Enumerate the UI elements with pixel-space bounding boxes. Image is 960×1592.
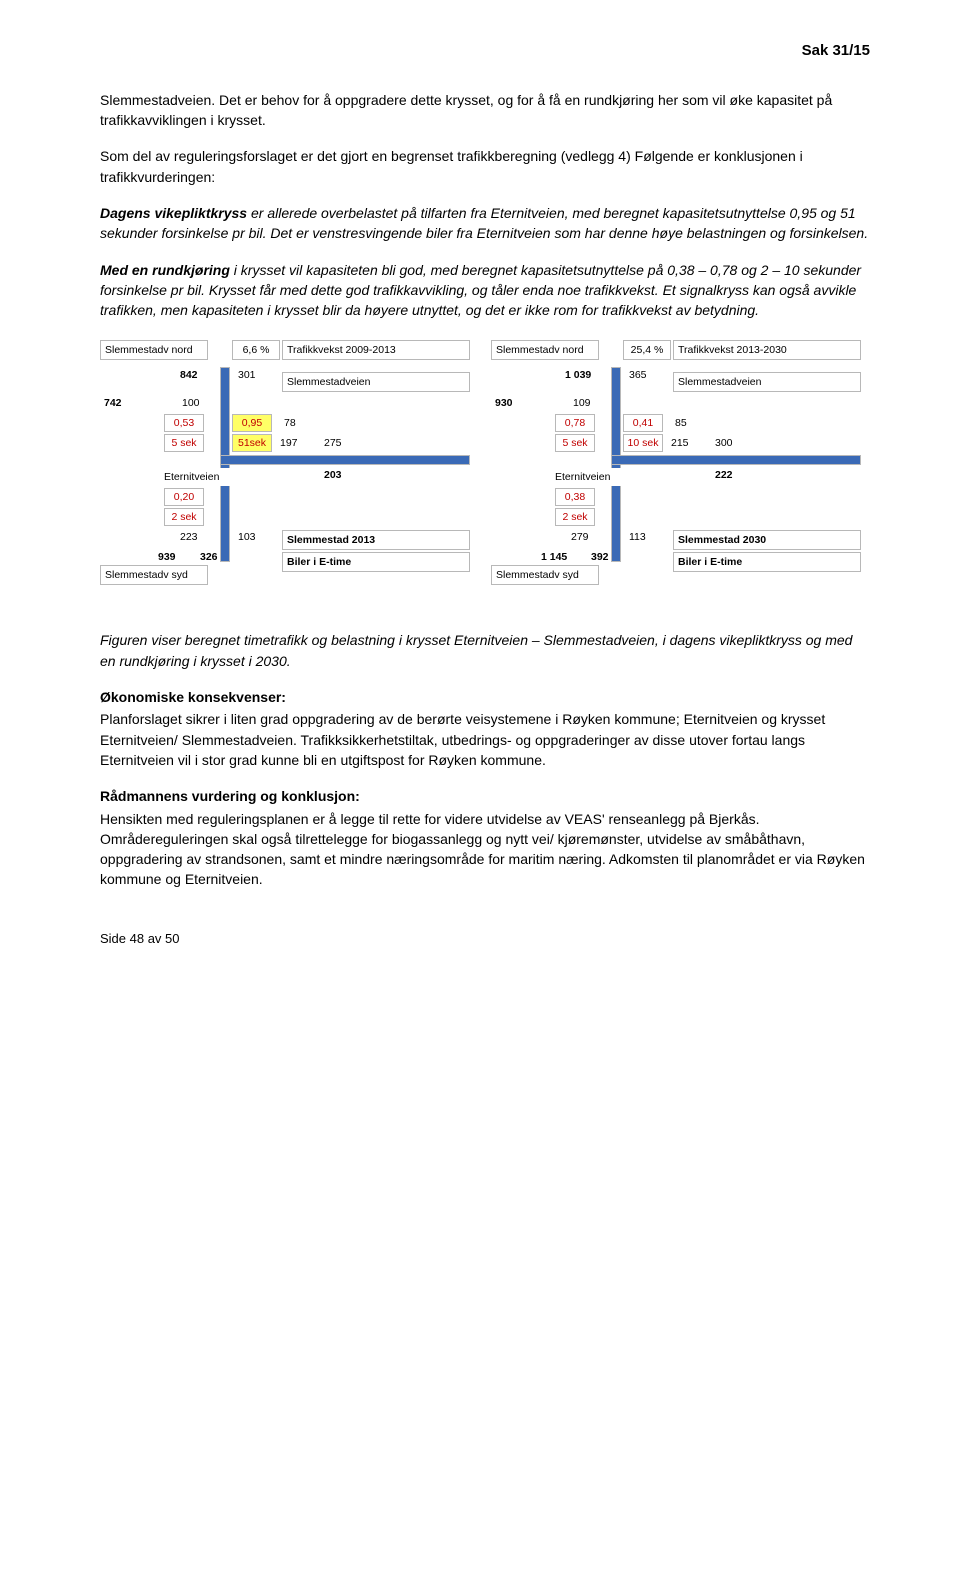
r2-a: 78 (284, 416, 296, 431)
r2-sek: 51sek (232, 434, 272, 452)
economic-section: Økonomiske konsekvenser: Planforslaget s… (100, 687, 870, 770)
econ-heading: Økonomiske konsekvenser: (100, 687, 870, 707)
totals-label: Biler i E-time (673, 552, 861, 572)
r3: 215 (671, 436, 689, 451)
n-1: 301 (238, 368, 256, 383)
road-mid-label: Eternitveien (551, 468, 651, 486)
case-number: Sak 31/15 (100, 40, 870, 62)
mid-total: 222 (715, 468, 733, 483)
s-total2: 392 (591, 550, 609, 565)
page-footer: Side 48 av 50 (100, 930, 870, 949)
s-total: 939 (158, 550, 176, 565)
paragraph-4: Med en rundkjøring i krysset vil kapasit… (100, 260, 870, 321)
n-1: 365 (629, 368, 647, 383)
w-1: 100 (182, 396, 200, 411)
conc-heading: Rådmannens vurdering og konklusjon: (100, 786, 870, 806)
r4-sek: 2 sek (555, 508, 595, 526)
s-total2: 326 (200, 550, 218, 565)
r1: 0,53 (164, 414, 204, 432)
w-1: 109 (573, 396, 591, 411)
r3-a: 300 (715, 436, 733, 451)
r1: 0,78 (555, 414, 595, 432)
paragraph-2: Som del av reguleringsforslaget er det g… (100, 146, 870, 187)
conc-body: Hensikten med reguleringsplanen er å leg… (100, 809, 870, 890)
n-total: 1 039 (565, 368, 591, 383)
r2-sek: 10 sek (623, 434, 663, 452)
r4-sek: 2 sek (164, 508, 204, 526)
label-north: Slemmestadv nord (100, 340, 208, 360)
s1: 279 (571, 530, 589, 545)
road-top-label: Slemmestadveien (282, 372, 470, 392)
p4-lead: Med en rundkjøring (100, 262, 230, 278)
r2: 0,41 (623, 414, 663, 432)
r3: 197 (280, 436, 298, 451)
growth-label: Trafikkvekst 2013-2030 (673, 340, 861, 360)
econ-body: Planforslaget sikrer i liten grad oppgra… (100, 709, 870, 770)
road-top-label: Slemmestadveien (673, 372, 861, 392)
paragraph-3: Dagens vikepliktkryss er allerede overbe… (100, 203, 870, 244)
label-south: Slemmestadv syd (491, 565, 599, 585)
p3-lead: Dagens vikepliktkryss (100, 205, 247, 221)
r3-a: 275 (324, 436, 342, 451)
n-total: 842 (180, 368, 198, 383)
road-horizontal (220, 455, 470, 465)
road-horizontal (611, 455, 861, 465)
growth-pct: 25,4 % (623, 340, 671, 360)
traffic-diagrams: Slemmestadv nord 6,6 % Trafikkvekst 2009… (100, 340, 870, 590)
growth-label: Trafikkvekst 2009-2013 (282, 340, 470, 360)
growth-pct: 6,6 % (232, 340, 280, 360)
s1: 223 (180, 530, 198, 545)
year-label: Slemmestad 2013 (282, 530, 470, 550)
label-north: Slemmestadv nord (491, 340, 599, 360)
s-total: 1 145 (541, 550, 567, 565)
r4: 0,38 (555, 488, 595, 506)
r2-a: 85 (675, 416, 687, 431)
diagram-2030: Slemmestadv nord 25,4 % Trafikkvekst 201… (491, 340, 870, 590)
w-total: 930 (495, 396, 513, 411)
r2: 0,95 (232, 414, 272, 432)
s2: 113 (629, 530, 646, 545)
paragraph-1: Slemmestadveien. Det er behov for å oppg… (100, 90, 870, 131)
figure-caption: Figuren viser beregnet timetrafikk og be… (100, 630, 870, 671)
r1-sek: 5 sek (555, 434, 595, 452)
year-label: Slemmestad 2030 (673, 530, 861, 550)
r1-sek: 5 sek (164, 434, 204, 452)
r4: 0,20 (164, 488, 204, 506)
label-south: Slemmestadv syd (100, 565, 208, 585)
conclusion-section: Rådmannens vurdering og konklusjon: Hens… (100, 786, 870, 889)
road-mid-label: Eternitveien (160, 468, 260, 486)
s2: 103 (238, 530, 256, 545)
totals-label: Biler i E-time (282, 552, 470, 572)
diagram-2013: Slemmestadv nord 6,6 % Trafikkvekst 2009… (100, 340, 479, 590)
w-total: 742 (104, 396, 122, 411)
mid-total: 203 (324, 468, 342, 483)
